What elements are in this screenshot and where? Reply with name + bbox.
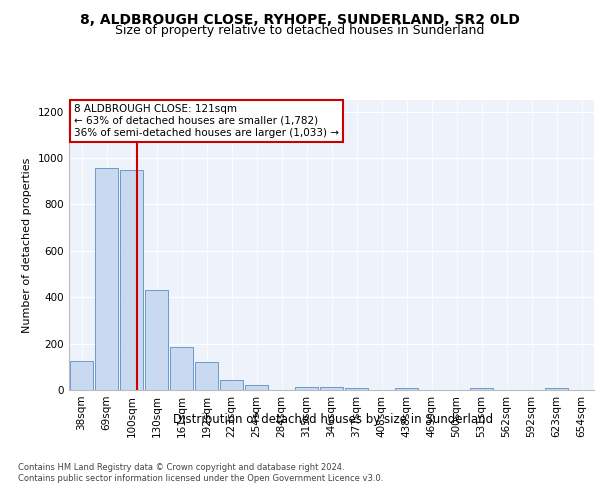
Bar [195, 362, 218, 390]
Bar [545, 388, 568, 390]
Text: 8, ALDBROUGH CLOSE, RYHOPE, SUNDERLAND, SR2 0LD: 8, ALDBROUGH CLOSE, RYHOPE, SUNDERLAND, … [80, 12, 520, 26]
Bar [170, 347, 193, 390]
Bar [295, 386, 318, 390]
Text: Contains public sector information licensed under the Open Government Licence v3: Contains public sector information licen… [18, 474, 383, 483]
Bar [95, 168, 118, 390]
Bar [120, 170, 143, 390]
Text: Distribution of detached houses by size in Sunderland: Distribution of detached houses by size … [173, 412, 493, 426]
Text: Size of property relative to detached houses in Sunderland: Size of property relative to detached ho… [115, 24, 485, 37]
Bar [70, 361, 93, 390]
Bar [320, 386, 343, 390]
Text: 8 ALDBROUGH CLOSE: 121sqm
← 63% of detached houses are smaller (1,782)
36% of se: 8 ALDBROUGH CLOSE: 121sqm ← 63% of detac… [74, 104, 339, 138]
Text: Contains HM Land Registry data © Crown copyright and database right 2024.: Contains HM Land Registry data © Crown c… [18, 462, 344, 471]
Bar [395, 388, 418, 390]
Y-axis label: Number of detached properties: Number of detached properties [22, 158, 32, 332]
Bar [220, 380, 243, 390]
Bar [145, 290, 168, 390]
Bar [345, 388, 368, 390]
Bar [245, 386, 268, 390]
Bar [470, 388, 493, 390]
